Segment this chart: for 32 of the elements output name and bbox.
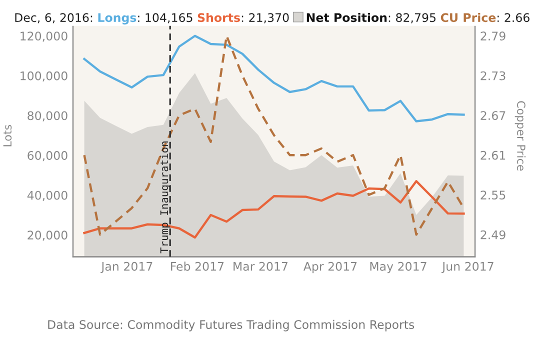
x-tick-label: Feb 2017 <box>171 262 224 271</box>
y2-tick-label: 2.73 <box>480 71 506 80</box>
y-tick-label: 40,000 <box>27 190 68 201</box>
y-tick-label: 120,000 <box>20 32 68 42</box>
annotation: : 82,795 <box>388 13 436 24</box>
x-tick-label: Jun 2017 <box>442 262 494 274</box>
y-tick-label: 60,000 <box>28 151 68 162</box>
y2-tick-label: 2.79 <box>480 32 506 40</box>
y-tick-label: 20,000 <box>28 230 68 241</box>
y-tick-label: 100,000 <box>20 71 68 82</box>
source-note: Data Source: Commodity Futures Trading Commission Reports <box>48 320 414 332</box>
ref-line-label: Trump Inauguration <box>160 142 170 254</box>
y-axis-title: Lots <box>3 124 12 146</box>
y2-tick-label: 2.55 <box>480 190 506 200</box>
y2-axis-title: Copper Price <box>514 101 526 171</box>
y2-tick-label: 2.67 <box>480 111 506 120</box>
x-tick-label: Apr 2017 <box>303 262 357 274</box>
annotation: : 104,165 <box>138 13 192 24</box>
y-tick-label: 80,000 <box>28 111 68 122</box>
x-tick-label: May 2017 <box>370 262 426 274</box>
y2-tick-label: 2.49 <box>480 230 506 240</box>
x-tick-label: Mar 2017 <box>234 262 288 271</box>
line-series <box>83 34 465 122</box>
annotation: : 21,370 <box>242 13 289 24</box>
text: Longs <box>98 13 136 24</box>
text: : 2.66 <box>498 13 530 22</box>
y2-tick-label: 2.61 <box>480 150 506 160</box>
annotation: Dec, 6, 2016: <box>15 13 92 24</box>
x-tick-label: Jan 2017 <box>100 262 152 274</box>
text: CU Price <box>440 12 496 22</box>
legend-label: Net Position <box>306 12 387 22</box>
text: Shorts <box>198 12 240 22</box>
